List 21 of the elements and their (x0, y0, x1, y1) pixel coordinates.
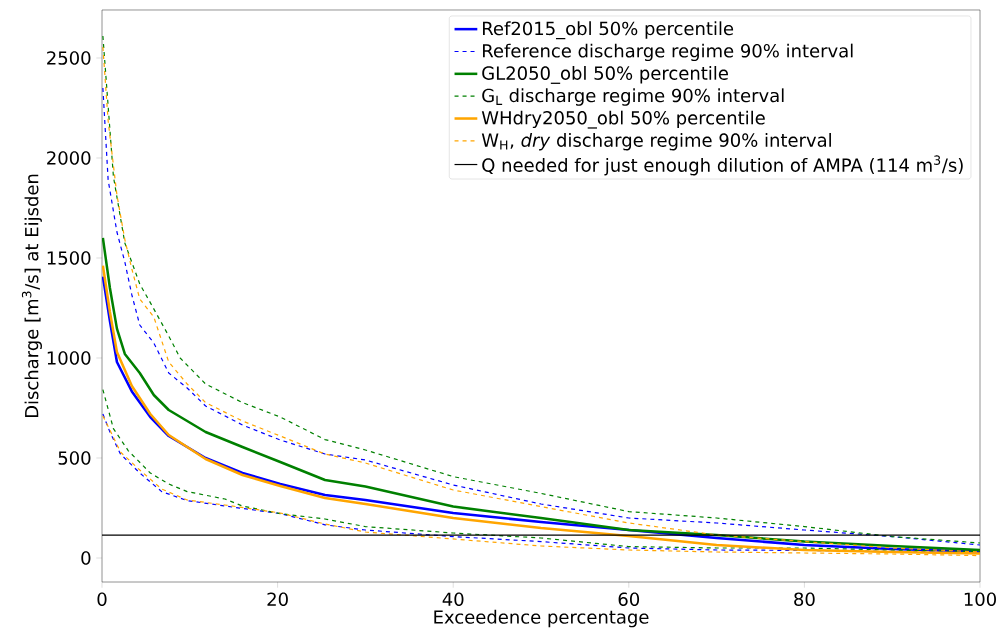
legend-label: G$_{L}$ discharge regime 90% interval (482, 88, 784, 106)
x-axis-title: Exceedence percentage (434, 609, 649, 628)
x-tick-label: 80 (794, 592, 815, 607)
y-axis-title: Discharge [m$^{3}$/s] at Eijsden (21, 174, 42, 418)
x-tick-label: 0 (97, 592, 107, 607)
x-tick-label: 100 (964, 592, 996, 607)
y-tick-label: 0 (81, 551, 91, 565)
y-tick-label: 2000 (47, 151, 91, 165)
legend-label: Q needed for just enough dilution of AMPA (114 m$^{3}$/s) (482, 155, 963, 176)
y-tick-label: 1000 (47, 351, 91, 365)
legend-label: WHdry2050_obl 50% percentile (481, 110, 765, 129)
x-tick-label: 40 (442, 592, 464, 607)
legend-label: Reference discharge regime 90% interval (483, 43, 853, 62)
legend-label: Ref2015_obl 50% percentile (483, 21, 734, 40)
y-tick-label: 2500 (47, 51, 91, 65)
y-tick-label: 500 (58, 451, 91, 465)
legend-label: GL2050_obl 50% percentile (482, 66, 728, 84)
x-tick-label: 60 (618, 592, 640, 607)
x-tick-label: 20 (267, 592, 288, 607)
y-tick-label: 1500 (47, 251, 91, 265)
legend-label: W$_{H}$, dry discharge regime 90% interval (481, 133, 831, 151)
